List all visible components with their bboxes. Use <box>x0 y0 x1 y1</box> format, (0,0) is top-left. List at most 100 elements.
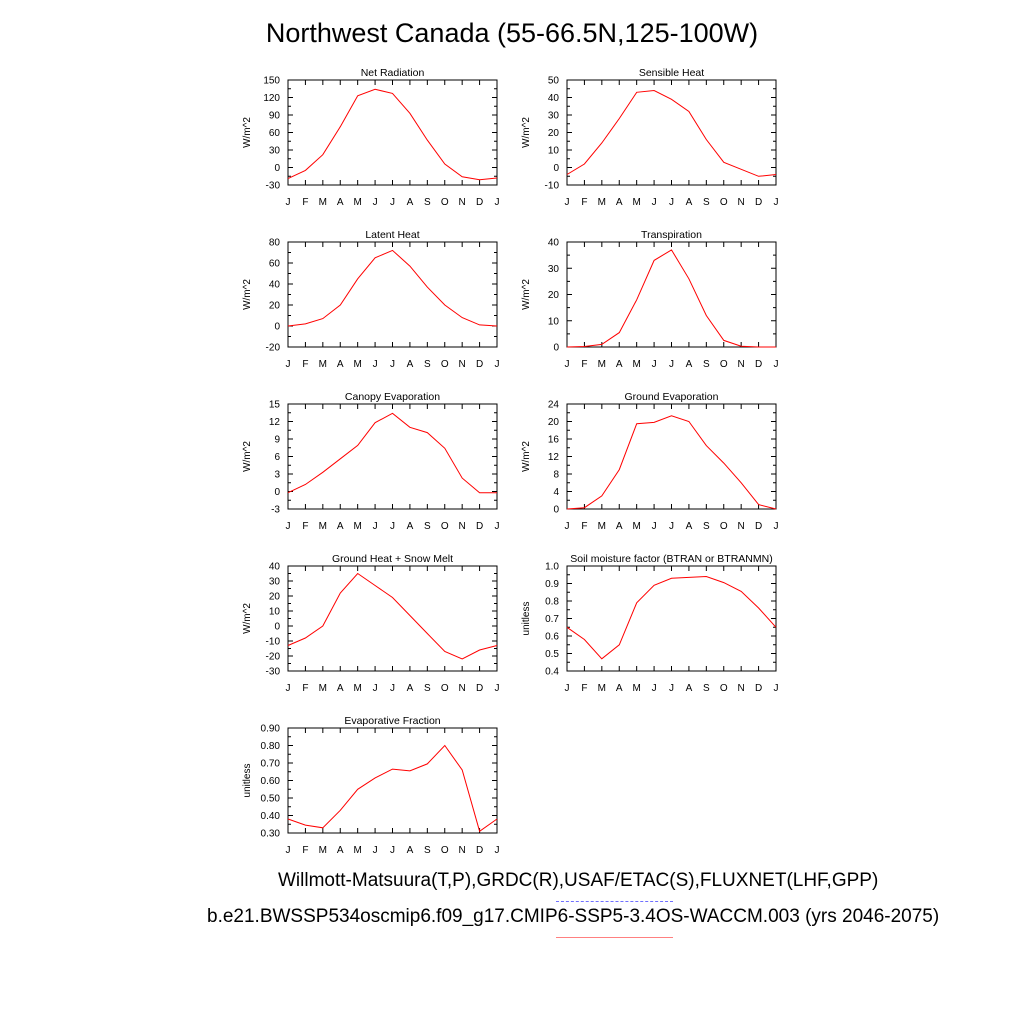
panel-2-xtick-label: F <box>581 197 587 208</box>
panel-1-xtick-label: A <box>407 197 414 208</box>
panel-5-xtick-label: J <box>390 521 395 532</box>
panel-8-series-line <box>566 575 777 660</box>
panel-4-ytick-label: 30 <box>548 264 560 275</box>
panel-2-ytick-label: 10 <box>548 146 560 157</box>
panel-1-xtick-label: J <box>286 197 291 208</box>
panel-7-ytick-label: -10 <box>266 637 281 648</box>
panel-4-xtick-label: M <box>632 359 640 370</box>
panel-3-ylabel: W/m^2 <box>242 279 253 310</box>
panel-9-ytick-label: 0.90 <box>261 724 281 735</box>
panel-7-xtick-label: J <box>495 683 500 694</box>
panel-9-xtick-label: A <box>337 845 344 856</box>
panel-8-ytick-label: 0.7 <box>545 614 559 625</box>
panel-9-xtick-label: M <box>319 845 327 856</box>
panel-5-ylabel: W/m^2 <box>242 441 253 472</box>
panel-8-title: Soil moisture factor (BTRAN or BTRANMN) <box>570 553 772 565</box>
panel-9-title: Evaporative Fraction <box>344 715 440 727</box>
panel-7-title: Ground Heat + Snow Melt <box>332 553 453 565</box>
panel-8-ytick-label: 0.4 <box>545 667 559 678</box>
panel-6-xtick-label: M <box>598 521 606 532</box>
panel-6-xtick-label: D <box>755 521 762 532</box>
panel-3-xtick-label: J <box>286 359 291 370</box>
panel-5-xtick-label: M <box>353 521 361 532</box>
panel-7-xtick-label: F <box>302 683 308 694</box>
panel-6-xtick-label: A <box>686 521 693 532</box>
panel-6-xtick-label: N <box>738 521 745 532</box>
panel-2-xtick-label: N <box>738 197 745 208</box>
panel-2-xtick-label: M <box>598 197 606 208</box>
legend-observations: Willmott-Matsuura(T,P),GRDC(R),USAF/ETAC… <box>278 870 879 891</box>
panel-2-xtick-label: A <box>686 197 693 208</box>
panel-6-frame <box>566 403 777 510</box>
panel-8-xtick-label: N <box>738 683 745 694</box>
panel-6-xtick-label: A <box>616 521 623 532</box>
panel-8-ytick-label: 0.5 <box>545 649 559 660</box>
panel-5-ytick-label: 3 <box>274 470 280 481</box>
panel-2-ytick-label: -10 <box>545 181 560 192</box>
panel-2-xtick-label: O <box>720 197 728 208</box>
panel-3-xtick-label: J <box>390 359 395 370</box>
panel-7-ytick-label: 0 <box>274 622 280 633</box>
panel-7-xtick-label: J <box>390 683 395 694</box>
panel-2-ytick-label: 50 <box>548 76 560 87</box>
panel-8-xtick-label: J <box>652 683 657 694</box>
panel-7-ytick-label: -20 <box>266 652 281 663</box>
panel-8-xtick-label: J <box>565 683 570 694</box>
panel-6-ytick-label: 0 <box>553 505 559 516</box>
panel-9-xtick-label: A <box>407 845 414 856</box>
panel-3-xtick-label: J <box>373 359 378 370</box>
panel-3-ytick-label: 0 <box>274 322 280 333</box>
panel-8-ytick-label: 0.6 <box>545 632 559 643</box>
panel-3-xtick-label: A <box>337 359 344 370</box>
panel-1-frame <box>287 79 498 186</box>
panel-7-xtick-label: M <box>353 683 361 694</box>
panel-3-ytick-label: 60 <box>269 259 281 270</box>
panel-4-series-line <box>566 249 776 348</box>
panel-5-xtick-label: J <box>373 521 378 532</box>
panel-1-xtick-label: J <box>373 197 378 208</box>
panel-9-ytick-label: 0.50 <box>261 794 281 805</box>
panel-1-xtick-label: A <box>337 197 344 208</box>
panel-2-ylabel: W/m^2 <box>521 117 532 148</box>
panel-4-xtick-label: D <box>755 359 762 370</box>
panel-1-xtick-label: D <box>476 197 483 208</box>
panel-7-ylabel: W/m^2 <box>242 603 253 634</box>
panel-7-series-line <box>287 572 498 660</box>
panel-9-ytick-label: 0.70 <box>261 759 281 770</box>
panel-5-title: Canopy Evaporation <box>345 391 440 403</box>
panel-5-series-line <box>287 412 497 494</box>
panel-2-xtick-label: J <box>565 197 570 208</box>
panel-1-xtick-label: O <box>441 197 449 208</box>
panel-2-xtick-label: D <box>755 197 762 208</box>
panel-8-xtick-label: O <box>720 683 728 694</box>
panel-5-ytick-label: -3 <box>271 505 280 516</box>
panel-7-xtick-label: D <box>476 683 483 694</box>
panel-6-xtick-label: J <box>669 521 674 532</box>
panel-1-ytick-label: 90 <box>269 111 281 122</box>
panel-2-xtick-label: J <box>652 197 657 208</box>
panel-3-title: Latent Heat <box>365 229 419 241</box>
panel-3-ytick-label: 20 <box>269 301 281 312</box>
panel-1-xtick-label: F <box>302 197 308 208</box>
panel-2-ytick-label: 40 <box>548 93 560 104</box>
panel-4-ytick-label: 0 <box>553 343 559 354</box>
panel-6-ytick-label: 20 <box>548 417 560 428</box>
panel-9-xtick-label: M <box>353 845 361 856</box>
panel-6-xtick-label: J <box>565 521 570 532</box>
panel-7-xtick-label: O <box>441 683 449 694</box>
panel-5-xtick-label: N <box>459 521 466 532</box>
panel-6-ytick-label: 16 <box>548 435 560 446</box>
panel-5-xtick-label: A <box>337 521 344 532</box>
panel-5-ytick-label: 0 <box>274 487 280 498</box>
panel-7-xtick-label: J <box>373 683 378 694</box>
panel-3-xtick-label: A <box>407 359 414 370</box>
panel-2-xtick-label: A <box>616 197 623 208</box>
panel-2-ytick-label: 20 <box>548 128 560 139</box>
panel-2-xtick-label: J <box>774 197 779 208</box>
panel-4-xtick-label: J <box>669 359 674 370</box>
panel-8-xtick-label: M <box>598 683 606 694</box>
panel-4-frame <box>566 241 777 348</box>
panel-6-ytick-label: 12 <box>548 452 560 463</box>
panel-4-xtick-label: A <box>616 359 623 370</box>
panel-5-frame <box>287 403 498 510</box>
